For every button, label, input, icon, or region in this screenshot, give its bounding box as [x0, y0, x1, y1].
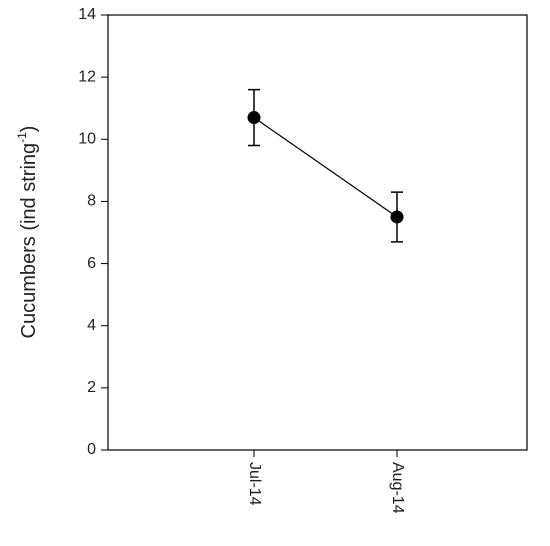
y-label-text: Cucumbers (ind string — [18, 143, 40, 339]
y-tick-label: 6 — [87, 255, 96, 272]
data-point — [390, 210, 404, 224]
y-axis-label: Cucumbers (ind string-1) — [15, 126, 40, 339]
y-tick-label: 12 — [78, 68, 96, 85]
y-label-superscript: -1 — [15, 132, 29, 143]
x-tick-label: Jul-14 — [246, 462, 263, 506]
plot-frame — [107, 14, 528, 451]
y-tick-label: 2 — [87, 379, 96, 396]
x-tick-label: Aug-14 — [389, 462, 406, 514]
data-line — [253, 117, 398, 218]
y-tick-label: 0 — [87, 441, 96, 458]
y-tick-label: 14 — [78, 6, 96, 23]
y-label-suffix: ) — [18, 126, 40, 133]
data-point — [247, 111, 261, 125]
y-tick-label: 4 — [87, 317, 96, 334]
y-tick-label: 10 — [78, 131, 96, 148]
y-tick-label: 8 — [87, 193, 96, 210]
